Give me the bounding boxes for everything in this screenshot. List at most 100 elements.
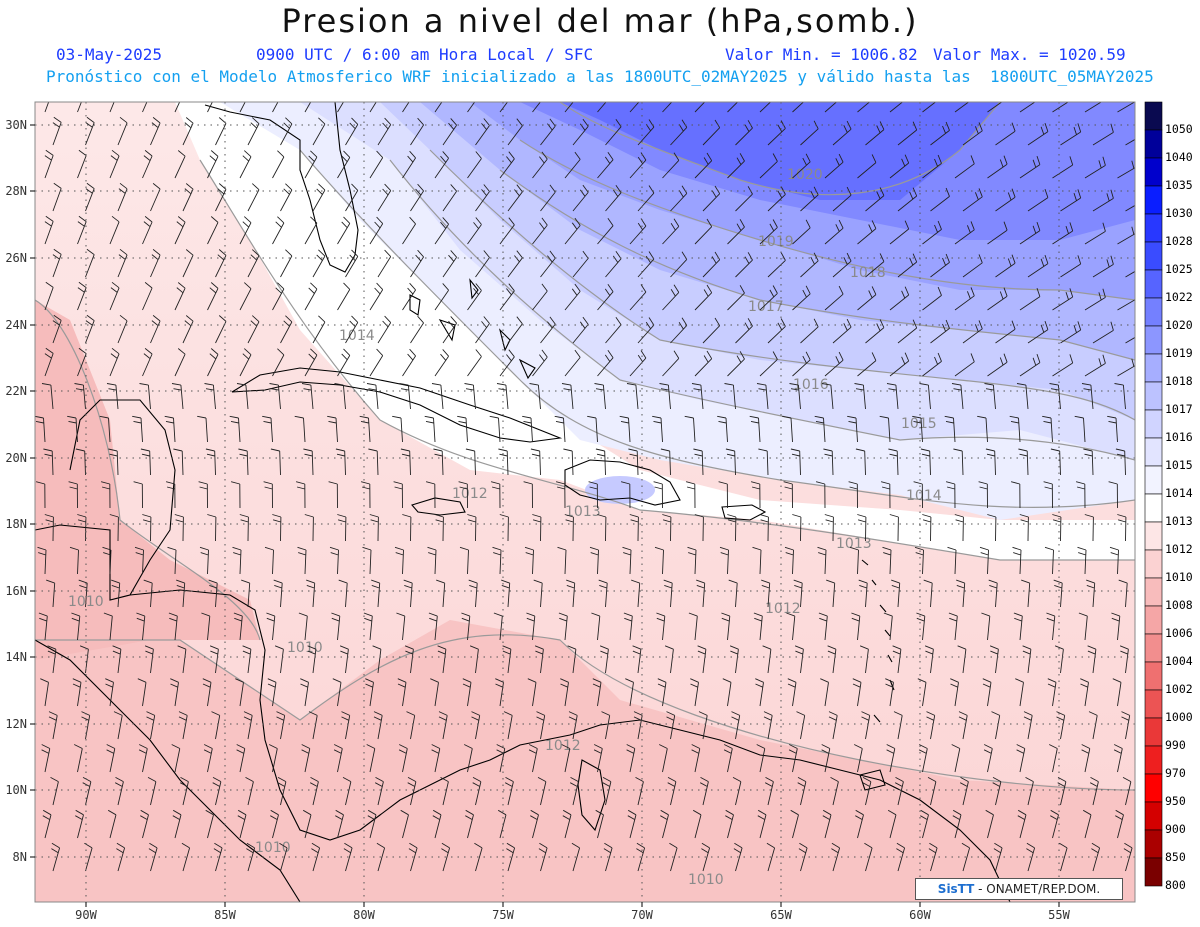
isobar-label: 1012 (452, 486, 488, 502)
colorbar-swatch (1144, 605, 1163, 635)
time-label: 0900 UTC / 6:00 am Hora Local / SFC (256, 45, 594, 64)
colorbar-label: 1016 (1165, 430, 1193, 444)
colorbar-label: 1050 (1165, 122, 1193, 136)
colorbar-swatch (1144, 717, 1163, 747)
lat-label: 10N (5, 783, 27, 797)
lat-label: 26N (5, 251, 27, 265)
credit-box: SisTT - ONAMET/REP.DOM. (915, 878, 1123, 900)
lat-label: 20N (5, 451, 27, 465)
lat-label: 16N (5, 584, 27, 598)
colorbar-swatch (1144, 521, 1163, 551)
isobar-label: 1012 (545, 738, 581, 754)
isobar-lines (35, 102, 1135, 791)
colorbar-label: 850 (1165, 850, 1186, 864)
colorbar-label: 1030 (1165, 206, 1193, 220)
colorbar-swatch (1144, 381, 1163, 411)
colorbar-swatch (1144, 633, 1163, 663)
colorbar-label: 1017 (1165, 402, 1193, 416)
lat-label: 14N (5, 650, 27, 664)
lat-label: 28N (5, 184, 27, 198)
colorbar-swatch (1144, 185, 1163, 215)
colorbar-label: 1002 (1165, 682, 1193, 696)
isobar-label: 1019 (758, 234, 794, 250)
isobar-label: 1012 (765, 601, 801, 617)
colorbar-swatch (1144, 773, 1163, 803)
pressure-shading-1010 (35, 620, 1135, 902)
colorbar-swatch (1144, 577, 1163, 607)
isobar-label: 1016 (793, 377, 829, 393)
map-area: 1020 1019 1018 1017 1016 1015 1014 1014 … (35, 102, 1135, 902)
colorbar-swatch (1144, 661, 1163, 691)
lon-label: 80W (353, 908, 375, 922)
colorbar-label: 900 (1165, 822, 1186, 836)
colorbar-label: 1015 (1165, 458, 1193, 472)
pressure-shading-hispaniola (585, 476, 655, 504)
forecast-description: Pronóstico con el Modelo Atmosferico WRF… (46, 67, 1154, 86)
isobar-label: 1020 (787, 167, 823, 183)
colorbar-swatch (1144, 493, 1163, 523)
lon-label: 60W (909, 908, 931, 922)
axis-ticks (30, 124, 1060, 907)
colorbar-label: 1028 (1165, 234, 1193, 248)
colorbar-swatch (1144, 437, 1163, 467)
isobar-label: 1010 (255, 840, 291, 856)
lat-label: 30N (5, 118, 27, 132)
isobar-label: 1010 (688, 872, 724, 888)
lat-label: 24N (5, 318, 27, 332)
longitude-labels: 90W 85W 80W 75W 70W 65W 60W 55W (75, 908, 1070, 922)
colorbar-swatch (1144, 801, 1163, 831)
date-label: 03-May-2025 (56, 45, 162, 64)
isobar-label: 1018 (850, 265, 886, 281)
colorbar-swatch (1144, 465, 1163, 495)
isobar-value-labels: 1020 1019 1018 1017 1016 1015 1014 1014 … (68, 167, 942, 888)
colorbar-swatch (1144, 129, 1163, 159)
colorbar-swatch (1144, 269, 1163, 299)
colorbar-swatch (1144, 353, 1163, 383)
colorbar-label: 800 (1165, 878, 1186, 892)
colorbar-label: 990 (1165, 738, 1186, 752)
colorbar-legend: 1050 1040 1035 1030 1028 1025 1022 1020 1019 1018… (1144, 101, 1193, 892)
colorbar-label: 1018 (1165, 374, 1193, 388)
lon-label: 90W (75, 908, 97, 922)
isobar-label: 1017 (748, 299, 784, 315)
lat-label: 18N (5, 517, 27, 531)
colorbar-label: 1000 (1165, 710, 1193, 724)
colorbar-label: 1014 (1165, 486, 1193, 500)
colorbar-label: 1040 (1165, 150, 1193, 164)
lat-label: 12N (5, 717, 27, 731)
lon-label: 55W (1048, 908, 1070, 922)
colorbar-label: 1022 (1165, 290, 1193, 304)
isobar-label: 1015 (901, 416, 937, 432)
colorbar-swatch (1144, 213, 1163, 243)
lat-label: 8N (13, 850, 27, 864)
colorbar-swatch (1144, 101, 1163, 131)
colorbar-label: 1012 (1165, 542, 1193, 556)
colorbar-label: 1020 (1165, 318, 1193, 332)
lat-lon-grid (35, 102, 1135, 902)
colorbar-swatch (1144, 325, 1163, 355)
max-value-label: Valor Max. = 1020.59 (933, 45, 1126, 64)
isobar-label: 1010 (287, 640, 323, 656)
colorbar-swatch (1144, 409, 1163, 439)
colorbar-label: 1035 (1165, 178, 1193, 192)
lon-label: 85W (214, 908, 236, 922)
map-frame (34, 101, 1136, 903)
colorbar-swatch (1144, 829, 1163, 859)
credit-text: - ONAMET/REP.DOM. (974, 882, 1101, 896)
colorbar-label: 1006 (1165, 626, 1193, 640)
wind-barb-field (35, 102, 1135, 872)
colorbar-swatch (1144, 297, 1163, 327)
colorbar-label: 1019 (1165, 346, 1193, 360)
map-title: Presion a nivel del mar (hPa,somb.) (281, 2, 919, 40)
isobar-label: 1013 (565, 504, 601, 520)
colorbar-swatch (1144, 689, 1163, 719)
colorbar-label: 970 (1165, 766, 1186, 780)
colorbar-swatch (1144, 241, 1163, 271)
min-value-label: Valor Min. = 1006.82 (725, 45, 918, 64)
lon-label: 65W (770, 908, 792, 922)
colorbar-label: 1010 (1165, 570, 1193, 584)
latitude-labels: 30N 28N 26N 24N 22N 20N 18N 16N 14N 12N … (5, 118, 27, 864)
colorbar-label: 1025 (1165, 262, 1193, 276)
colorbar-swatch (1144, 857, 1163, 887)
